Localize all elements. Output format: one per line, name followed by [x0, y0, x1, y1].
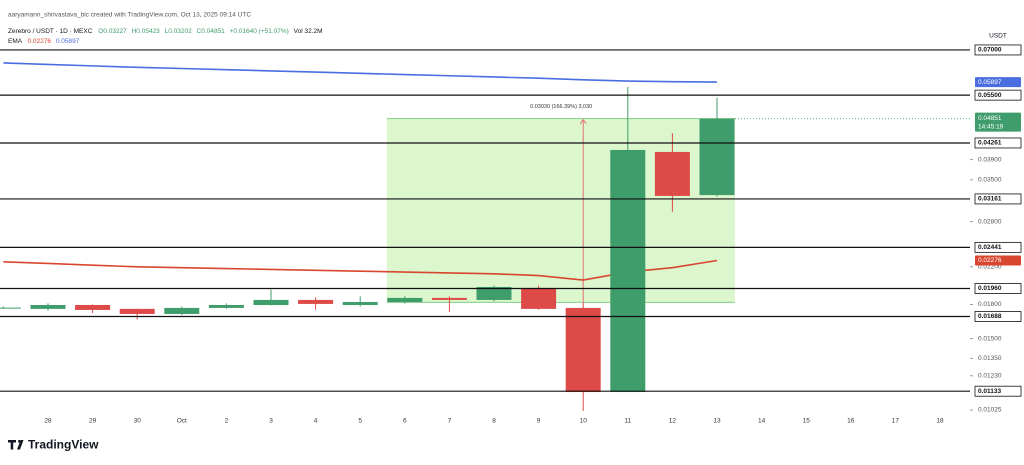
x-tick-label: 6	[403, 418, 407, 425]
high-value: H0.05423	[132, 28, 161, 35]
ema-price-box	[975, 255, 1021, 266]
y-tick-label: 0.01800	[978, 301, 1002, 308]
x-tick-label: 9	[537, 418, 541, 425]
x-tick-label: 18	[936, 418, 944, 425]
y-tick-label: 0.02200	[978, 264, 1002, 271]
currency: USDT	[989, 33, 1007, 40]
attribution: aaryamann_shrivastava_bic created with T…	[8, 12, 251, 19]
last-price-box	[975, 112, 1021, 132]
volume: Vol 32.2M	[294, 28, 323, 35]
ema-legend: EMA 0.02276 0.05897	[8, 38, 80, 45]
y-tick-label: 0.01025	[978, 407, 1002, 414]
x-tick-label: 16	[847, 418, 855, 425]
level-label: 0.03161	[978, 196, 1002, 203]
ema-price-label: 0.05897	[978, 79, 1002, 86]
x-tick-label: 10	[580, 418, 588, 425]
x-tick-label: Oct	[177, 418, 187, 425]
ema-label: EMA	[8, 38, 23, 45]
ema-line	[3, 259, 718, 281]
candle-body	[521, 287, 557, 309]
candle-body	[476, 286, 512, 300]
x-tick-label: 14	[758, 418, 766, 425]
change-value: +0.01640 (+51.07%)	[230, 28, 289, 35]
y-tick-label: 0.01230	[978, 373, 1002, 380]
x-tick-label: 12	[669, 418, 677, 425]
level-label-box	[974, 137, 1022, 149]
level-label-box	[974, 283, 1022, 294]
brand: TradingView	[8, 438, 99, 452]
level-label: 0.05500	[978, 92, 1002, 99]
x-tick-label: 30	[134, 418, 142, 425]
open-value: O0.03227	[98, 28, 127, 35]
x-tick-label: 29	[89, 418, 97, 425]
low-value: L0.03202	[165, 28, 192, 35]
x-tick-label: 11	[624, 418, 631, 425]
x-tick-label: 8	[492, 418, 496, 425]
legend-line: Zerebro / USDT · 1D · MEXC O0.03227 H0.0…	[8, 28, 323, 35]
ema-value: 0.05897	[56, 38, 80, 45]
candle-body	[699, 118, 735, 196]
measure-arrow-head	[579, 118, 587, 124]
brand-logo-dot	[18, 440, 21, 443]
brand-name: TradingView	[28, 438, 99, 452]
level-label-box	[974, 89, 1022, 101]
y-tick-label: 0.01350	[978, 355, 1002, 362]
candle-body	[75, 304, 111, 310]
level-label-box	[974, 311, 1022, 322]
level-label: 0.01960	[978, 285, 1002, 292]
candle-body	[208, 304, 244, 308]
level-label: 0.01688	[978, 313, 1002, 320]
level-label: 0.02441	[978, 244, 1002, 251]
x-tick-label: 5	[358, 418, 362, 425]
y-tick-label: 0.03500	[978, 177, 1002, 184]
y-tick-label: 0.01500	[978, 335, 1002, 342]
level-label: 0.04261	[978, 140, 1002, 147]
x-tick-label: 2	[225, 418, 229, 425]
candle-body	[253, 299, 289, 305]
close-value: C0.04851	[197, 28, 226, 35]
candle-body	[565, 307, 601, 393]
y-tick-label: 0.02800	[978, 218, 1002, 225]
position-box	[386, 118, 735, 303]
level-label-box	[974, 193, 1022, 205]
x-tick-label: 4	[314, 418, 318, 425]
y-tick-label: 0.03900	[978, 156, 1002, 163]
x-tick-label: 7	[448, 418, 452, 425]
x-tick-label: 13	[713, 418, 721, 425]
level-label-box	[974, 44, 1022, 56]
candle-body	[431, 297, 467, 300]
x-tick-label: 3	[269, 418, 273, 425]
symbol: Zerebro / USDT · 1D · MEXC	[8, 28, 93, 35]
ema-price-label: 0.02276	[978, 257, 1002, 264]
level-label: 0.07000	[978, 47, 1002, 54]
ema-line	[3, 62, 718, 83]
candle-body	[164, 307, 200, 314]
candle-body	[119, 308, 155, 314]
candle-body	[30, 304, 66, 309]
ema-price-box	[975, 77, 1021, 88]
last-price-label: 0.04851	[978, 115, 1002, 122]
plot-area: 0.03030 (166.39%) 3,030	[0, 62, 735, 411]
candle-body	[387, 297, 423, 302]
candle-body	[610, 149, 646, 393]
candle-body	[0, 307, 21, 309]
candle-body	[654, 151, 690, 196]
level-label-box	[974, 241, 1022, 253]
level-label: 0.01133	[978, 388, 1002, 395]
x-tick-label: 28	[44, 418, 52, 425]
ema-value: 0.02276	[28, 38, 52, 45]
x-tick-label: 15	[803, 418, 811, 425]
measure-label: 0.03030 (166.39%) 3,030	[530, 104, 592, 110]
level-label-box	[974, 385, 1022, 397]
countdown: 14:45:19	[978, 123, 1004, 130]
candle-body	[342, 301, 378, 305]
candle-body	[298, 299, 334, 304]
x-tick-label: 17	[892, 418, 900, 425]
